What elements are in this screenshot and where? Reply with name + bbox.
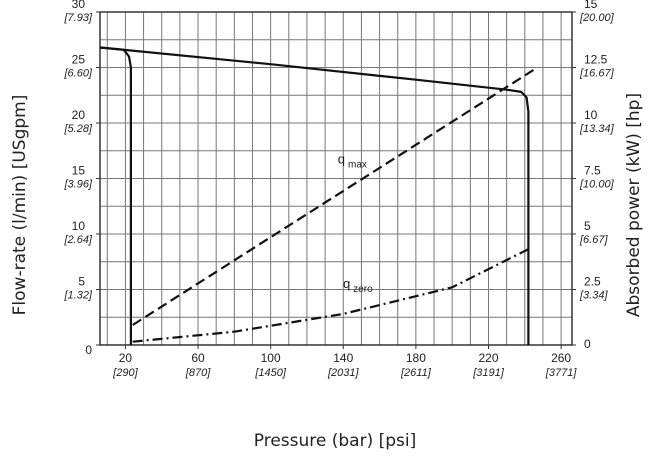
y2-tick-label: 12.5 [584,53,608,67]
x-tick-label: 20 [119,351,133,365]
y2-tick-label: 0 [584,337,591,351]
annotation-subscript: zero [353,284,373,295]
y2-tick-sublabel: [13.34] [579,123,615,135]
y-tick-sublabel: [5.28] [63,123,92,135]
y-tick-label: 15 [72,164,86,178]
y-axis-title: Flow-rate (l/min) [USgpm] [10,95,30,316]
x-axis-title: Pressure (bar) [psi] [254,431,417,451]
y2-tick-label: 7.5 [584,164,601,178]
y-tick-label: 5 [78,275,85,289]
y2-tick-label: 15 [584,0,598,11]
annotation-text: q [343,276,350,291]
annotation-subscript: max [348,159,367,170]
y2-tick-label: 2.5 [584,275,601,289]
series-line [132,246,533,343]
annotation: q max [338,152,367,170]
series-line [99,46,530,345]
annotation: q zero [343,276,373,294]
y2-tick-label: 5 [584,219,591,233]
x-tick-label: 60 [191,351,205,365]
x-tick-sublabel: [1450] [254,367,287,379]
y2-tick-label: 10 [584,108,598,122]
x-tick-sublabel: [870] [185,367,211,379]
y2-tick-sublabel: [16.67] [579,67,615,79]
y2-tick-sublabel: [20.00] [579,12,615,24]
y-tick-sublabel: [1.32] [63,289,92,301]
x-tick-label: 100 [261,351,281,365]
x-tick-sublabel: [2611] [400,367,432,379]
x-tick-sublabel: [3191] [472,367,505,379]
y-tick-sublabel: [3.96] [63,178,92,190]
y-tick-sublabel: [7.93] [63,12,92,24]
y2-axis-title: Absorbed power (kW) [hp] [624,93,644,317]
x-tick-label: 220 [478,351,498,365]
y2-tick-sublabel: [6.67] [579,234,608,246]
y-tick-label: 10 [72,219,86,233]
y-tick-label: 30 [72,0,86,11]
x-tick-label: 260 [551,351,571,365]
y-tick-label: 0 [85,343,92,357]
x-tick-sublabel: [3771] [545,367,578,379]
x-tick-label: 180 [406,351,426,365]
y2-tick-sublabel: [10.00] [579,178,615,190]
y-tick-label: 20 [72,108,86,122]
series-line [99,46,132,345]
x-tick-sublabel: [290] [112,367,138,379]
x-tick-sublabel: [2031] [327,367,360,379]
y-tick-label: 25 [72,53,86,67]
y2-tick-sublabel: [3.34] [579,289,608,301]
y-tick-sublabel: [2.64] [63,234,92,246]
x-tick-label: 140 [333,351,353,365]
series-line [132,68,535,326]
y-tick-sublabel: [6.60] [63,67,92,79]
annotation-text: q [338,152,345,167]
